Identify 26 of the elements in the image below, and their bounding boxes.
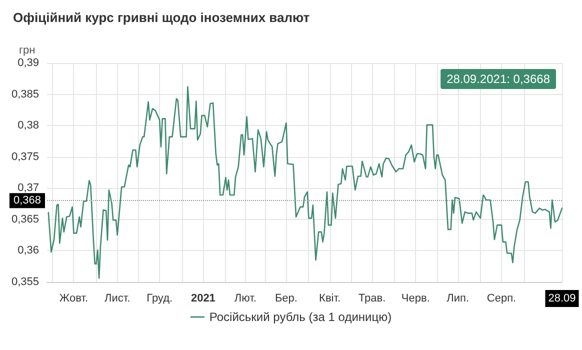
y-axis-title: грн bbox=[19, 44, 36, 56]
y-tick-label: 0,36 bbox=[18, 244, 39, 257]
ref-line-label: 0,368 bbox=[13, 194, 41, 207]
x-tick-label: Лют. bbox=[234, 292, 256, 304]
x-tick-label: Черв. bbox=[401, 292, 430, 304]
y-tick-label: 0,365 bbox=[11, 213, 39, 226]
x-tick-label: 28.09 bbox=[548, 292, 576, 304]
chart-title: Офіційний курс гривні щодо іноземних валют bbox=[13, 10, 310, 25]
annotation: 28.09.2021: 0,3668 bbox=[446, 72, 550, 86]
y-tick-label: 0,375 bbox=[11, 150, 39, 163]
x-tick-label: Бер. bbox=[274, 292, 298, 304]
x-tick-label: 2021 bbox=[190, 292, 216, 304]
y-tick-label: 0,39 bbox=[18, 57, 39, 69]
y-tick-label: 0,385 bbox=[11, 88, 39, 100]
x-tick-label: Лист. bbox=[104, 292, 130, 304]
x-tick-label: Квіт. bbox=[319, 292, 341, 304]
y-tick-label: 0,37 bbox=[18, 182, 39, 194]
x-tick-label: Трав. bbox=[358, 292, 386, 304]
legend-label: Російський рубль (за 1 одиницю) bbox=[209, 310, 392, 324]
x-tick-label: Груд. bbox=[146, 292, 173, 304]
y-tick-label: 0,355 bbox=[11, 276, 39, 288]
line-series bbox=[48, 86, 563, 279]
x-tick-label: Жовт. bbox=[59, 292, 88, 304]
x-tick-label: Серп. bbox=[486, 292, 516, 304]
x-tick-label: Лип. bbox=[446, 292, 470, 304]
y-tick-label: 0,38 bbox=[18, 120, 39, 132]
